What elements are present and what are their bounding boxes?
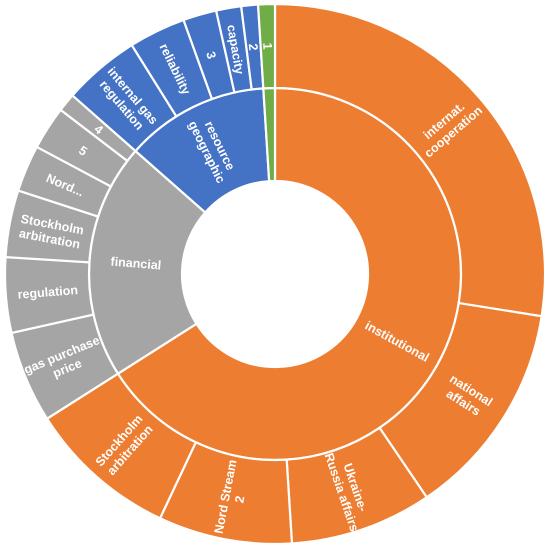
outer-ring-label-13-3: 3 [203,50,218,61]
outer-ring-label-6-regulation: regulation [17,283,78,302]
outer-ring-label-16-1: 1 [260,42,274,49]
segments-layer [3,2,547,546]
outer-ring-label-15-2: 2 [246,43,261,51]
outer-ring-segment-0-internat-cooperation [273,2,547,318]
outer-ring-segment-16-1 [256,2,277,90]
inner-ring-label-1-financial: financial [110,255,162,273]
